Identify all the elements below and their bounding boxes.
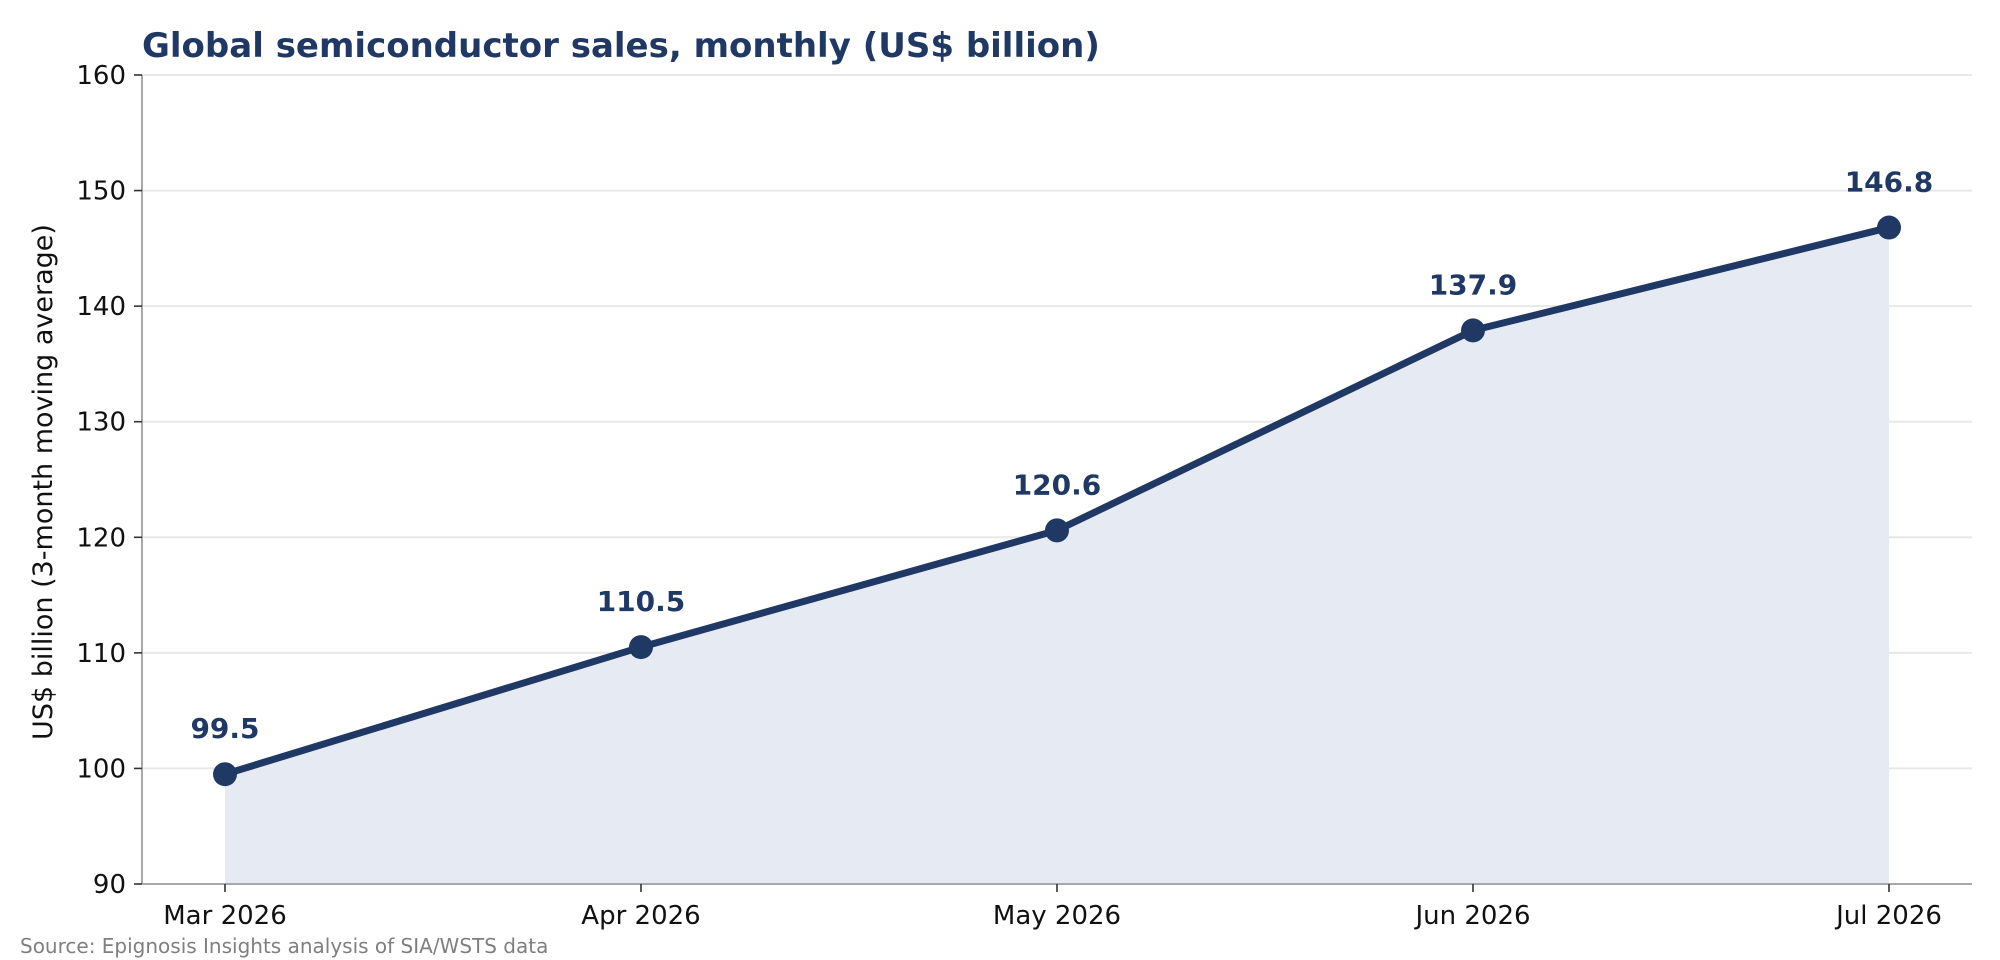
data-point [1045,518,1069,543]
y-tick-label: 110 [76,639,126,669]
y-tick-label: 100 [76,754,126,784]
area-fill [225,227,1889,884]
y-tick-label: 150 [76,177,126,207]
x-tick-label: Mar 2026 [163,901,287,931]
x-tick-label: Jul 2026 [1834,901,1942,931]
source-note: Source: Epignosis Insights analysis of S… [20,934,548,958]
y-axis-label: US$ billion (3-month moving average) [28,224,59,740]
y-tick-label: 120 [76,523,126,553]
chart-title: Global semiconductor sales, monthly (US$… [142,26,1100,66]
y-ticks: 90 100 110 120 130 140 150 160 [76,61,142,900]
y-tick-label: 90 [93,870,126,900]
data-point [1461,318,1485,343]
data-label: 99.5 [190,712,259,745]
y-tick-label: 160 [76,61,126,91]
x-tick-label: Jun 2026 [1413,901,1530,931]
data-labels: 99.5 110.5 120.6 137.9 146.8 [190,166,1933,746]
y-tick-label: 140 [76,292,126,322]
data-label: 110.5 [597,585,686,618]
data-point [213,762,237,787]
data-label: 137.9 [1429,268,1518,301]
x-ticks: Mar 2026 Apr 2026 May 2026 Jun 2026 Jul 2026 [163,884,1942,931]
data-points [213,215,1901,787]
data-point [1877,215,1901,240]
data-label: 146.8 [1845,166,1934,199]
data-label: 120.6 [1013,468,1102,501]
data-point [629,635,653,660]
y-tick-label: 130 [76,408,126,438]
x-tick-label: May 2026 [993,901,1121,931]
x-tick-label: Apr 2026 [581,901,700,931]
